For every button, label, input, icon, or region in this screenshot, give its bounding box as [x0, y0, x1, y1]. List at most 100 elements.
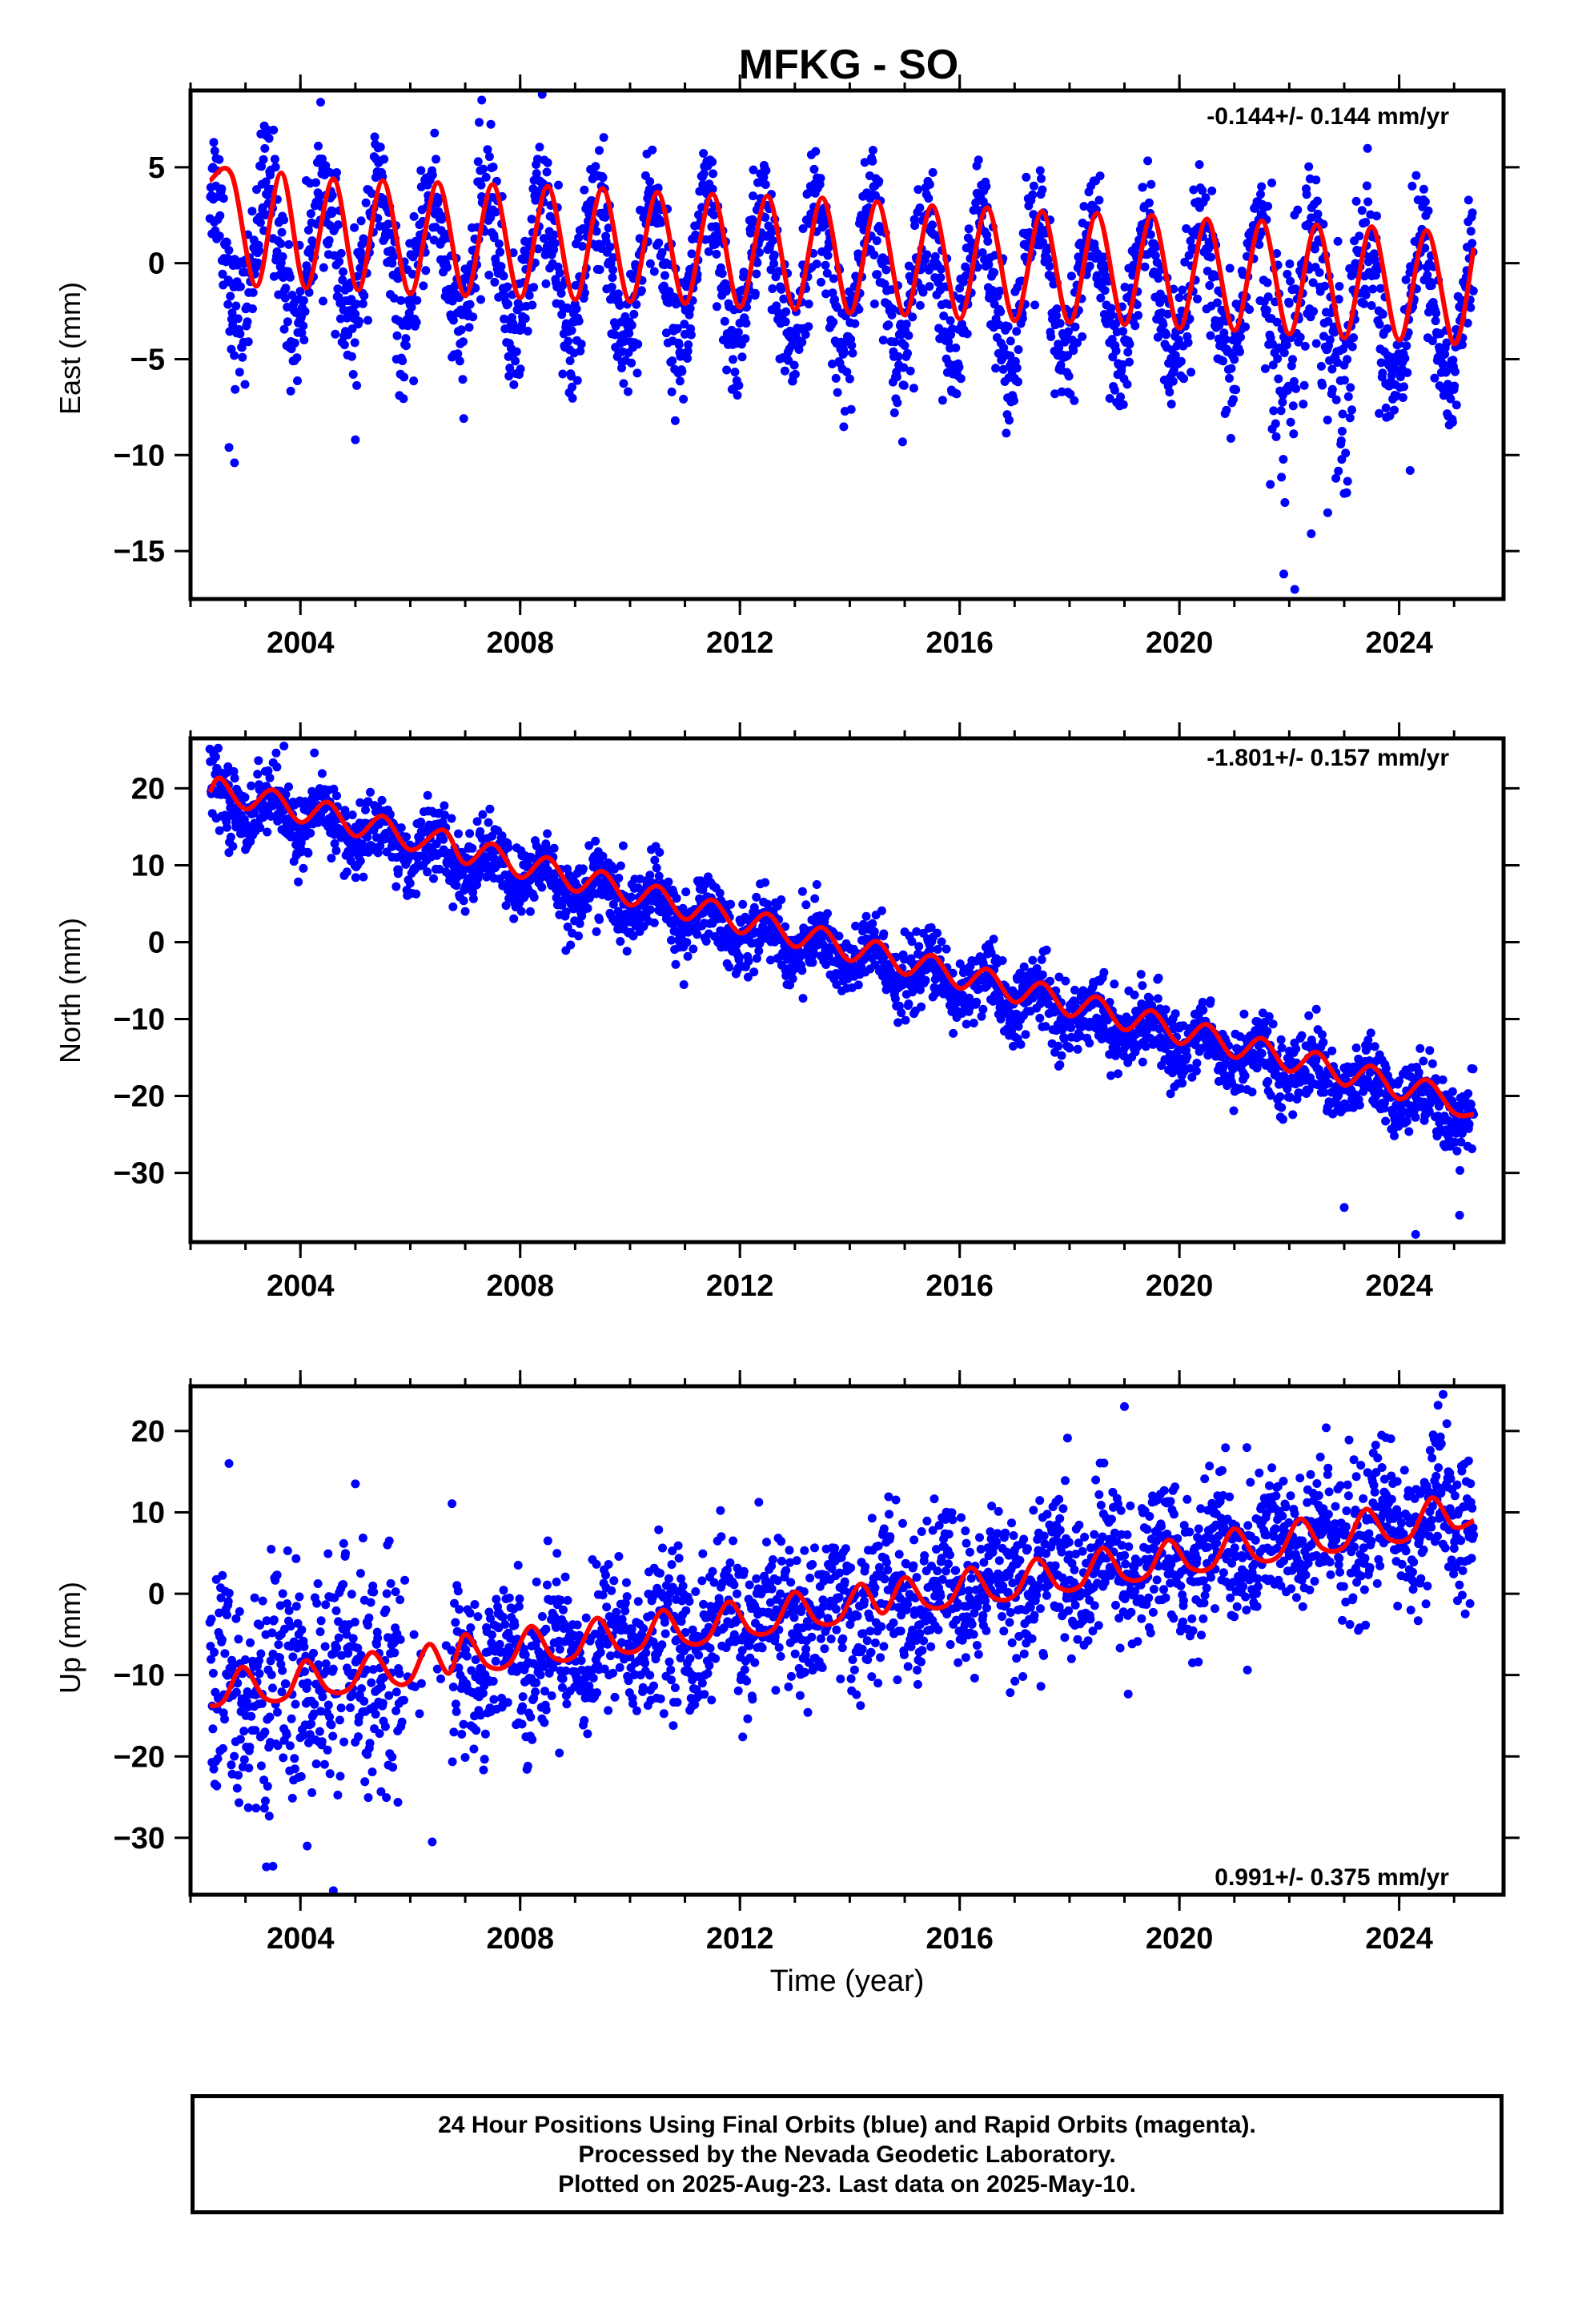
east-point [648, 145, 657, 155]
north-point [423, 790, 432, 800]
east-point [577, 242, 587, 251]
north-point [253, 770, 263, 779]
east-point [330, 251, 339, 260]
east-point [777, 283, 786, 293]
east-point [580, 288, 589, 298]
east-point [1448, 356, 1458, 365]
east-point [978, 248, 987, 257]
east-point [737, 352, 747, 362]
east-point [450, 281, 460, 291]
east-point [318, 155, 327, 163]
north-point [715, 888, 725, 898]
north-point [786, 951, 796, 960]
east-point [1288, 401, 1298, 411]
east-point [1323, 416, 1332, 424]
north-point [1106, 1071, 1115, 1080]
north-point [851, 921, 861, 931]
east-point [269, 125, 279, 135]
north-point [1041, 1022, 1050, 1031]
north-point [223, 762, 233, 771]
east-point [1446, 394, 1456, 404]
east-point [355, 316, 363, 326]
east-point [761, 180, 770, 189]
north-point [832, 979, 841, 989]
east-point [389, 251, 399, 261]
east-point [1095, 171, 1105, 181]
east-point [661, 328, 671, 338]
north-point [1286, 1092, 1295, 1102]
east-point [1165, 388, 1174, 397]
north-point [1059, 1034, 1069, 1043]
east-point [998, 364, 1008, 374]
east-point [1468, 286, 1478, 296]
east-point [675, 376, 685, 386]
east-point [496, 262, 506, 271]
east-point [253, 259, 263, 267]
east-point [605, 242, 615, 251]
north-point [1054, 972, 1064, 982]
north-point [272, 762, 282, 772]
east-point [238, 352, 247, 362]
east-point [230, 458, 239, 468]
east-point [1345, 413, 1355, 423]
east-point [1327, 364, 1337, 374]
north-point [1035, 1013, 1045, 1023]
east-point [261, 177, 271, 187]
east-y-axis-label: East (mm) [54, 282, 86, 415]
east-point [804, 300, 813, 309]
east-point [1122, 380, 1132, 389]
east-point [1163, 309, 1173, 319]
east-point [781, 307, 791, 316]
east-point [448, 316, 458, 325]
east-point [335, 314, 345, 324]
east-point [210, 147, 219, 155]
east-point [1411, 171, 1421, 180]
north-point [1221, 1059, 1231, 1068]
east-point [511, 356, 520, 366]
north-point [1153, 994, 1162, 1003]
east-point [1400, 353, 1410, 363]
north-point [1110, 979, 1119, 989]
east-point [789, 360, 799, 370]
north-point [942, 944, 951, 954]
north-point [1042, 945, 1051, 955]
east-point [1193, 294, 1203, 304]
east-point [499, 271, 508, 281]
north-point [933, 928, 942, 938]
east-point [558, 369, 568, 379]
east-point [893, 352, 903, 361]
north-point [725, 963, 734, 972]
north-point [1145, 994, 1154, 1003]
east-point [567, 326, 576, 336]
east-point [554, 180, 563, 190]
east-point [845, 374, 854, 384]
east-point [1278, 397, 1287, 407]
east-point [1338, 409, 1347, 419]
east-point [679, 394, 689, 404]
east-point [1154, 274, 1163, 283]
east-point [632, 368, 642, 378]
east-point [928, 167, 938, 177]
east-point [1162, 330, 1171, 340]
north-point [1142, 1026, 1151, 1035]
east-point [1271, 432, 1281, 441]
east-point [1423, 271, 1432, 279]
east-point [787, 340, 797, 350]
east-point [564, 336, 573, 346]
east-point [749, 165, 758, 175]
east-point [335, 257, 344, 267]
east-point [539, 234, 548, 243]
east-point [456, 325, 466, 335]
north-point [1038, 970, 1047, 979]
east-point [905, 366, 915, 376]
east-point [790, 369, 800, 379]
east-point [712, 302, 721, 312]
east-point [1447, 417, 1457, 427]
north-point [1138, 981, 1147, 991]
east-point [476, 180, 486, 190]
east-point [398, 356, 408, 365]
east-point [1028, 190, 1038, 199]
north-point [351, 873, 360, 883]
east-point [352, 380, 362, 390]
east-point [873, 270, 882, 279]
